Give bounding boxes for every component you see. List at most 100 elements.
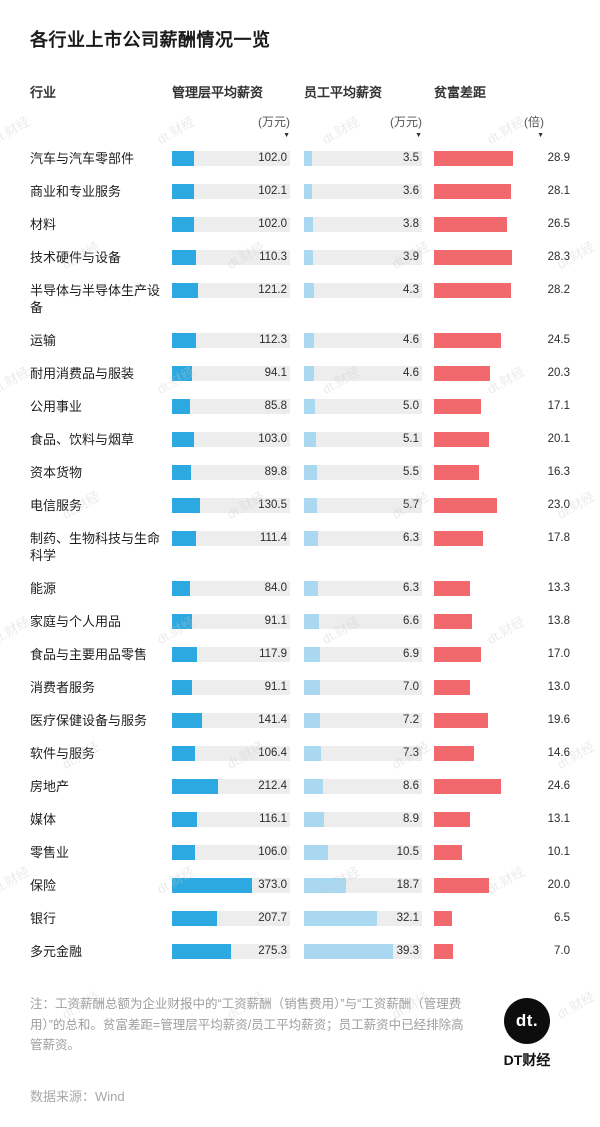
mgmt-salary-bar: [172, 217, 194, 232]
mgmt-salary-value: 102.0: [258, 152, 287, 164]
watermark-text: dt.财经: [0, 113, 33, 147]
gap-bar-area: [434, 812, 530, 827]
axis-marker-icon: ▼: [415, 132, 422, 139]
industry-name: 媒体: [30, 812, 57, 827]
gap-value: 13.3: [547, 582, 570, 594]
mgmt-bar-track: 112.3: [172, 333, 290, 348]
emp-salary-cell: 32.1: [304, 911, 422, 926]
emp-salary-cell: 5.5: [304, 465, 422, 480]
mgmt-salary-cell: 102.0: [172, 217, 290, 232]
emp-salary-bar: [304, 250, 313, 265]
gap-bar-area: [434, 614, 530, 629]
industry-row: 资本货物 89.8 5.5 16.3: [30, 456, 570, 489]
emp-salary-cell: 5.0: [304, 399, 422, 414]
industry-row: 房地产 212.4 8.6 24.6: [30, 770, 570, 803]
industry-name: 汽车与汽车零部件: [30, 151, 135, 166]
mgmt-salary-cell: 111.4: [172, 531, 290, 546]
mgmt-salary-value: 94.1: [264, 367, 287, 379]
mgmt-bar-track: 110.3: [172, 250, 290, 265]
emp-salary-bar: [304, 845, 328, 860]
industry-name: 消费者服务: [30, 680, 96, 695]
emp-bar-track: 10.5: [304, 845, 422, 860]
gap-cell: 7.0: [434, 944, 570, 959]
mgmt-salary-value: 112.3: [259, 334, 287, 346]
industry-name: 半导体与半导体生产设备: [30, 283, 161, 315]
emp-salary-cell: 5.7: [304, 498, 422, 513]
emp-salary-bar: [304, 465, 317, 480]
emp-salary-cell: 4.3: [304, 283, 422, 298]
gap-value: 28.9: [547, 152, 570, 164]
emp-bar-track: 5.5: [304, 465, 422, 480]
emp-salary-cell: 7.2: [304, 713, 422, 728]
mgmt-salary-bar: [172, 432, 195, 447]
gap-cell: 23.0: [434, 498, 570, 513]
mgmt-salary-value: 141.4: [258, 714, 287, 726]
emp-bar-track: 3.8: [304, 217, 422, 232]
mgmt-salary-value: 275.3: [258, 945, 287, 957]
brand-block: dt. DT财经: [484, 994, 570, 1070]
gap-cell: 28.2: [434, 283, 570, 298]
emp-salary-bar: [304, 217, 313, 232]
gap-cell: 17.0: [434, 647, 570, 662]
emp-salary-cell: 39.3: [304, 944, 422, 959]
industry-row: 汽车与汽车零部件 102.0 3.5 28.9: [30, 142, 570, 175]
gap-bar-area: [434, 151, 530, 166]
industry-row: 保险 373.0 18.7 20.0: [30, 869, 570, 902]
mgmt-bar-track: 207.7: [172, 911, 290, 926]
mgmt-salary-cell: 102.1: [172, 184, 290, 199]
industry-row: 软件与服务 106.4 7.3 14.6: [30, 737, 570, 770]
gap-bar: [434, 680, 470, 695]
emp-salary-value: 6.3: [403, 582, 419, 594]
gap-bar: [434, 465, 479, 480]
industry-name: 食品、饮料与烟草: [30, 432, 135, 447]
mgmt-bar-track: 373.0: [172, 878, 290, 893]
gap-bar: [434, 498, 498, 513]
emp-bar-track: 5.1: [304, 432, 422, 447]
emp-bar-track: 4.6: [304, 333, 422, 348]
mgmt-salary-cell: 103.0: [172, 432, 290, 447]
industry-name: 商业和专业服务: [30, 184, 122, 199]
gap-cell: 14.6: [434, 746, 570, 761]
emp-salary-cell: 4.6: [304, 366, 422, 381]
emp-bar-track: 7.0: [304, 680, 422, 695]
mgmt-salary-cell: 84.0: [172, 581, 290, 596]
industry-name: 软件与服务: [30, 746, 96, 761]
mgmt-salary-bar: [172, 944, 232, 959]
mgmt-salary-cell: 110.3: [172, 250, 290, 265]
mgmt-bar-track: 102.0: [172, 217, 290, 232]
emp-salary-cell: 6.9: [304, 647, 422, 662]
gap-cell: 28.9: [434, 151, 570, 166]
footnote: 注：工资薪酬总额为企业财报中的“工资薪酬（销售费用）”与“工资薪酬（管理费用）”…: [30, 997, 464, 1053]
mgmt-bar-track: 102.0: [172, 151, 290, 166]
mgmt-salary-bar: [172, 779, 218, 794]
gap-bar: [434, 432, 490, 447]
emp-salary-bar: [304, 399, 316, 414]
mgmt-salary-value: 110.3: [259, 251, 287, 263]
emp-salary-value: 10.5: [396, 846, 419, 858]
mgmt-bar-track: 91.1: [172, 680, 290, 695]
industry-row: 银行 207.7 32.1 6.5: [30, 902, 570, 935]
mgmt-bar-track: 106.0: [172, 845, 290, 860]
emp-bar-track: 7.2: [304, 713, 422, 728]
gap-cell: 26.5: [434, 217, 570, 232]
gap-bar-area: [434, 399, 530, 414]
emp-salary-value: 7.0: [403, 681, 419, 693]
emp-salary-value: 5.0: [403, 400, 419, 412]
mgmt-salary-value: 89.8: [264, 466, 287, 478]
gap-cell: 16.3: [434, 465, 570, 480]
gap-bar-area: [434, 746, 530, 761]
mgmt-unit-label: (万元): [258, 115, 290, 129]
industry-name: 技术硬件与设备: [30, 250, 122, 265]
industry-name: 能源: [30, 581, 57, 596]
emp-salary-cell: 3.9: [304, 250, 422, 265]
industry-name: 电信服务: [30, 498, 83, 513]
gap-bar-area: [434, 465, 530, 480]
industry-name: 运输: [30, 333, 57, 348]
industry-row: 材料 102.0 3.8 26.5: [30, 208, 570, 241]
mgmt-salary-bar: [172, 581, 191, 596]
mgmt-salary-cell: 106.0: [172, 845, 290, 860]
mgmt-salary-cell: 112.3: [172, 333, 290, 348]
unit-spacer: [30, 113, 172, 140]
mgmt-salary-bar: [172, 399, 191, 414]
mgmt-bar-track: 130.5: [172, 498, 290, 513]
